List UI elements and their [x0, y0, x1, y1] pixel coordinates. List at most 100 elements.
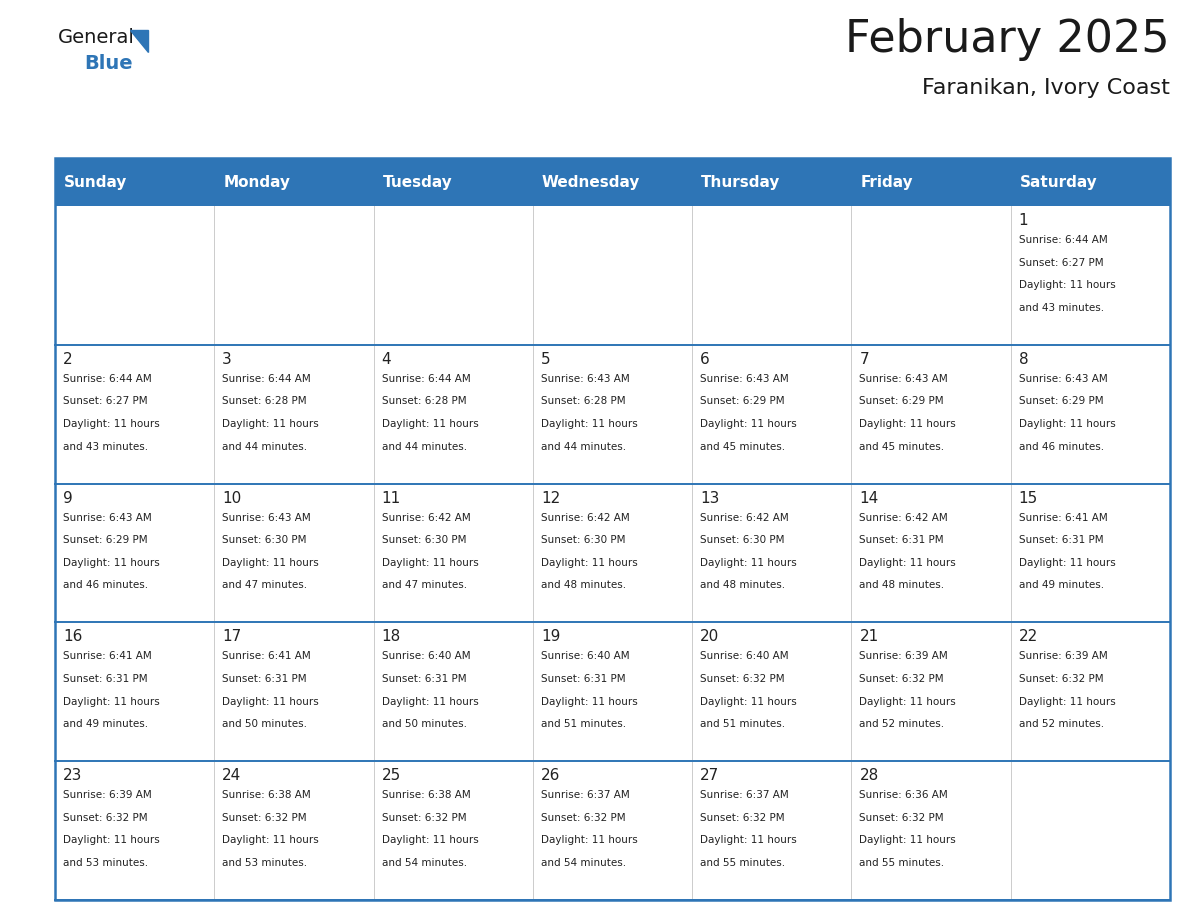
Text: 8: 8	[1019, 352, 1029, 367]
Text: Sunrise: 6:44 AM: Sunrise: 6:44 AM	[381, 374, 470, 384]
Text: Sunset: 6:31 PM: Sunset: 6:31 PM	[63, 674, 147, 684]
Bar	[1011, 484, 1170, 622]
Text: Blue: Blue	[84, 54, 133, 73]
Text: and 55 minutes.: and 55 minutes.	[700, 858, 785, 868]
Text: and 49 minutes.: and 49 minutes.	[1019, 580, 1104, 590]
Text: and 50 minutes.: and 50 minutes.	[222, 720, 308, 729]
Text: Sunset: 6:32 PM: Sunset: 6:32 PM	[700, 812, 785, 823]
Bar	[373, 484, 533, 622]
Text: Saturday: Saturday	[1019, 174, 1098, 189]
Text: Sunrise: 6:40 AM: Sunrise: 6:40 AM	[541, 652, 630, 661]
Bar	[55, 761, 214, 900]
Text: Sunset: 6:28 PM: Sunset: 6:28 PM	[381, 397, 466, 407]
Bar	[852, 206, 1011, 345]
Bar	[852, 484, 1011, 622]
Text: General: General	[58, 28, 135, 47]
Text: Sunrise: 6:38 AM: Sunrise: 6:38 AM	[381, 790, 470, 800]
Text: 15: 15	[1019, 490, 1038, 506]
Text: 6: 6	[700, 352, 710, 367]
Text: Sunset: 6:29 PM: Sunset: 6:29 PM	[700, 397, 785, 407]
Text: Sunrise: 6:37 AM: Sunrise: 6:37 AM	[541, 790, 630, 800]
Bar	[214, 484, 373, 622]
Text: and 53 minutes.: and 53 minutes.	[222, 858, 308, 868]
Text: Sunset: 6:30 PM: Sunset: 6:30 PM	[381, 535, 466, 545]
Text: Sunset: 6:32 PM: Sunset: 6:32 PM	[541, 812, 626, 823]
Text: 9: 9	[63, 490, 72, 506]
Bar	[1011, 622, 1170, 761]
Text: and 45 minutes.: and 45 minutes.	[700, 442, 785, 452]
Text: 14: 14	[859, 490, 879, 506]
Text: Sunset: 6:32 PM: Sunset: 6:32 PM	[1019, 674, 1104, 684]
Text: and 48 minutes.: and 48 minutes.	[859, 580, 944, 590]
Bar	[533, 484, 693, 622]
Text: 10: 10	[222, 490, 241, 506]
Text: Daylight: 11 hours: Daylight: 11 hours	[222, 558, 320, 568]
Text: and 47 minutes.: and 47 minutes.	[381, 580, 467, 590]
Bar	[214, 206, 373, 345]
Text: Sunset: 6:32 PM: Sunset: 6:32 PM	[381, 812, 466, 823]
Text: Daylight: 11 hours: Daylight: 11 hours	[222, 697, 320, 707]
Text: 13: 13	[700, 490, 720, 506]
Text: 2: 2	[63, 352, 72, 367]
Text: Sunrise: 6:39 AM: Sunrise: 6:39 AM	[63, 790, 152, 800]
Text: Friday: Friday	[860, 174, 914, 189]
Text: 23: 23	[63, 768, 82, 783]
Text: Sunrise: 6:43 AM: Sunrise: 6:43 AM	[222, 512, 311, 522]
Polygon shape	[129, 30, 148, 52]
Text: Sunrise: 6:41 AM: Sunrise: 6:41 AM	[1019, 512, 1107, 522]
Text: February 2025: February 2025	[846, 18, 1170, 61]
Text: Sunrise: 6:39 AM: Sunrise: 6:39 AM	[859, 652, 948, 661]
Text: Wednesday: Wednesday	[542, 174, 640, 189]
Text: and 52 minutes.: and 52 minutes.	[859, 720, 944, 729]
Text: 28: 28	[859, 768, 879, 783]
Text: Sunrise: 6:44 AM: Sunrise: 6:44 AM	[1019, 235, 1107, 245]
Text: and 54 minutes.: and 54 minutes.	[381, 858, 467, 868]
Text: Daylight: 11 hours: Daylight: 11 hours	[222, 419, 320, 429]
Text: and 44 minutes.: and 44 minutes.	[541, 442, 626, 452]
Text: and 43 minutes.: and 43 minutes.	[1019, 303, 1104, 313]
Bar	[55, 158, 1170, 900]
Text: 12: 12	[541, 490, 560, 506]
Bar	[55, 622, 214, 761]
Text: Sunset: 6:30 PM: Sunset: 6:30 PM	[541, 535, 625, 545]
Text: Sunrise: 6:39 AM: Sunrise: 6:39 AM	[1019, 652, 1107, 661]
Bar	[693, 206, 852, 345]
Text: Sunset: 6:28 PM: Sunset: 6:28 PM	[541, 397, 626, 407]
Text: Daylight: 11 hours: Daylight: 11 hours	[381, 835, 479, 845]
Text: Daylight: 11 hours: Daylight: 11 hours	[700, 558, 797, 568]
Text: and 44 minutes.: and 44 minutes.	[381, 442, 467, 452]
Text: Sunrise: 6:41 AM: Sunrise: 6:41 AM	[63, 652, 152, 661]
Text: and 53 minutes.: and 53 minutes.	[63, 858, 148, 868]
Text: Thursday: Thursday	[701, 174, 781, 189]
Text: Sunrise: 6:42 AM: Sunrise: 6:42 AM	[700, 512, 789, 522]
Text: Daylight: 11 hours: Daylight: 11 hours	[859, 419, 956, 429]
Text: Sunset: 6:32 PM: Sunset: 6:32 PM	[700, 674, 785, 684]
Text: Sunrise: 6:43 AM: Sunrise: 6:43 AM	[63, 512, 152, 522]
Text: 22: 22	[1019, 630, 1038, 644]
Text: 16: 16	[63, 630, 82, 644]
Text: Sunset: 6:32 PM: Sunset: 6:32 PM	[859, 674, 944, 684]
Text: and 51 minutes.: and 51 minutes.	[541, 720, 626, 729]
Text: Sunset: 6:29 PM: Sunset: 6:29 PM	[859, 397, 944, 407]
Bar	[1011, 345, 1170, 484]
Bar	[55, 158, 1170, 206]
Text: Sunrise: 6:40 AM: Sunrise: 6:40 AM	[700, 652, 789, 661]
Text: Daylight: 11 hours: Daylight: 11 hours	[541, 419, 638, 429]
Text: Sunset: 6:31 PM: Sunset: 6:31 PM	[541, 674, 626, 684]
Text: Sunset: 6:30 PM: Sunset: 6:30 PM	[700, 535, 784, 545]
Bar	[373, 761, 533, 900]
Text: 27: 27	[700, 768, 720, 783]
Text: and 47 minutes.: and 47 minutes.	[222, 580, 308, 590]
Bar	[693, 484, 852, 622]
Text: 11: 11	[381, 490, 400, 506]
Text: Sunrise: 6:37 AM: Sunrise: 6:37 AM	[700, 790, 789, 800]
Text: and 50 minutes.: and 50 minutes.	[381, 720, 467, 729]
Bar	[533, 345, 693, 484]
Bar	[533, 206, 693, 345]
Bar	[693, 345, 852, 484]
Text: Sunrise: 6:43 AM: Sunrise: 6:43 AM	[859, 374, 948, 384]
Text: Sunset: 6:31 PM: Sunset: 6:31 PM	[381, 674, 466, 684]
Text: Sunrise: 6:42 AM: Sunrise: 6:42 AM	[381, 512, 470, 522]
Text: and 48 minutes.: and 48 minutes.	[541, 580, 626, 590]
Text: Daylight: 11 hours: Daylight: 11 hours	[63, 835, 159, 845]
